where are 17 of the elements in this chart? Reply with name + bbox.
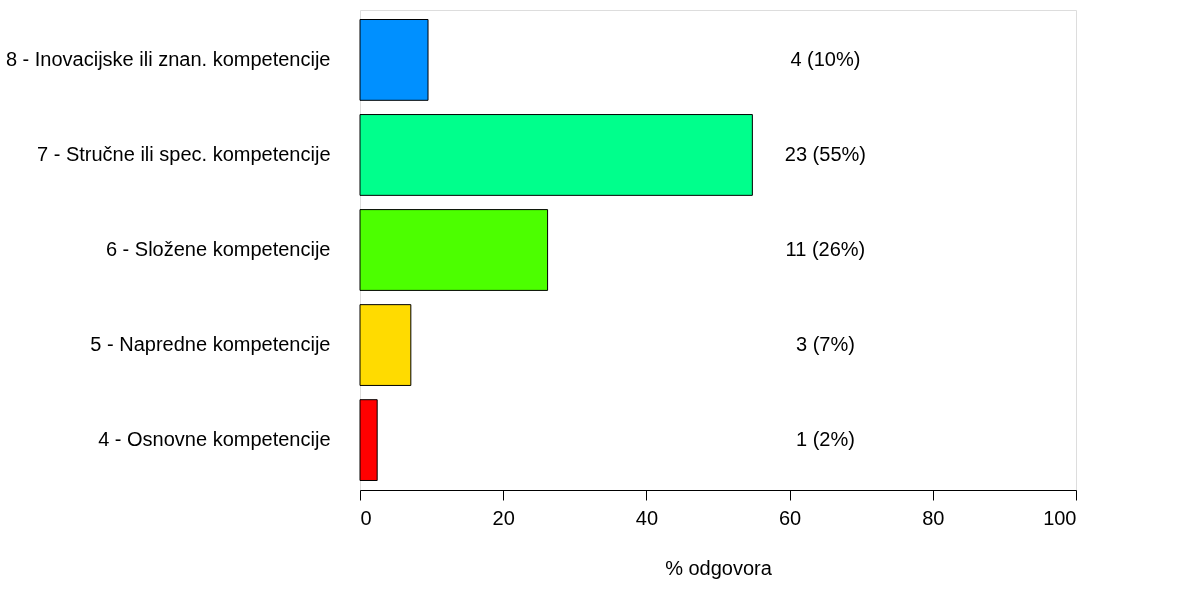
x-tick-label: 60	[778, 506, 802, 529]
x-tick-label: 40	[635, 506, 659, 529]
y-tick-label: 6 - Složene kompetencije	[105, 238, 331, 260]
x-tick-label: 80	[922, 506, 945, 529]
y-tick-label: 7 - Stručne ili spec. kompetencije	[37, 142, 331, 165]
y-tick-label: 4 - Osnovne kompetencije	[98, 428, 331, 451]
data-label: 3 (7%)	[795, 333, 855, 356]
x-tick-label: 100	[1043, 506, 1077, 529]
x-tick-label: 20	[492, 506, 515, 529]
x-axis-title: % odgovora	[665, 556, 773, 579]
y-tick-label: 5 - Napredne kompetencije	[90, 333, 331, 356]
data-label: 1 (2%)	[795, 428, 855, 451]
data-label: 11 (26%)	[785, 238, 866, 260]
y-tick-label: 8 - Inovacijske ili znan. kompetencije	[5, 47, 331, 70]
data-label: 4 (10%)	[790, 47, 861, 70]
x-tick-label: 0	[360, 506, 372, 529]
data-label: 23 (55%)	[784, 142, 866, 165]
